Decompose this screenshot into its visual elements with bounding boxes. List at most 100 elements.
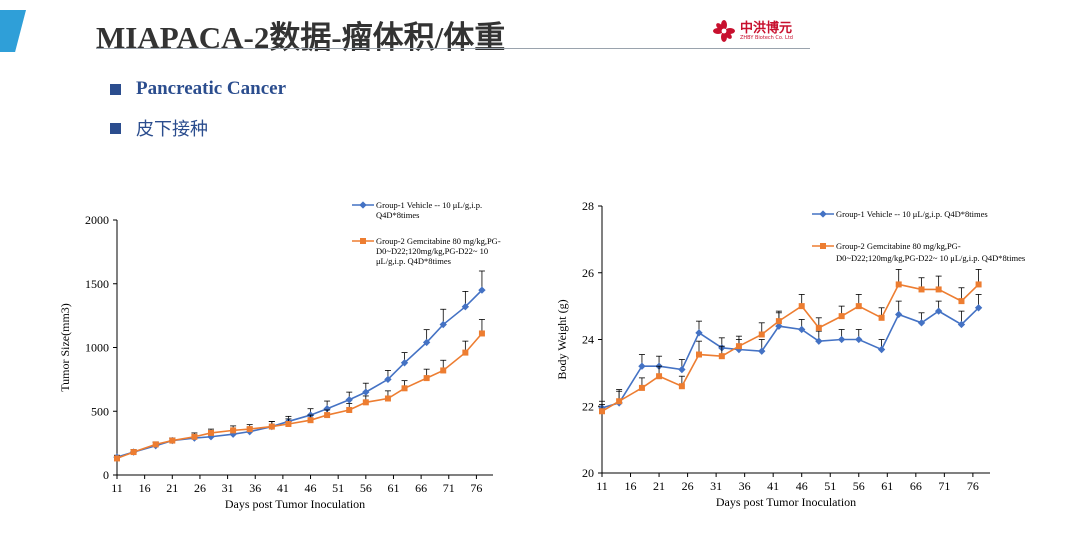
chart-1-series-0-point — [837, 335, 846, 344]
chart-1-y-tick-label: 22 — [582, 399, 594, 413]
chart-1-x-tick-label: 41 — [767, 479, 779, 493]
chart-0-series-0-legend-label: Q4D*8times — [376, 210, 419, 220]
company-logo: 中洪博元 ZHBY Biotech Co. Ltd — [712, 16, 808, 46]
chart-1-x-tick-label: 51 — [824, 479, 836, 493]
chart-1-x-tick-label: 66 — [910, 479, 922, 493]
chart-0-series-1-point — [384, 395, 391, 402]
chart-1-series-1-point — [838, 313, 845, 320]
chart-0-series-0-point — [439, 320, 447, 329]
chart-0-series-1-line — [116, 332, 483, 460]
chart-0-series-1-point — [324, 412, 331, 419]
chart-0-series-1-legend-marker — [360, 238, 366, 244]
chart-1-series-1-point — [775, 318, 782, 325]
chart-0-y-tick-label: 1500 — [85, 277, 109, 291]
chart-0-series-1-point — [423, 375, 430, 382]
chart-1-x-tick-label: 16 — [625, 479, 637, 493]
bullet-label: Pancreatic Cancer — [136, 78, 287, 99]
chart-1-series-1-point — [975, 281, 982, 288]
chart-1-series-1-point — [815, 324, 822, 331]
chart-1-series-1-point — [616, 398, 623, 405]
chart-0-x-tick-label: 41 — [277, 481, 289, 495]
chart-0-series-1-point — [130, 449, 137, 456]
chart-1-x-tick-label: 46 — [796, 479, 808, 493]
chart-1-series-1-point — [599, 408, 605, 415]
chart-0-x-tick-label: 61 — [387, 481, 399, 495]
chart-1-series-1-point — [718, 353, 725, 360]
chart-1-series-1-point — [918, 286, 925, 293]
chart-0-x-axis-label: Days post Tumor Inoculation — [225, 497, 365, 511]
chart-0-series-0-legend-label: Group-1 Vehicle -- 10 μL/g,i.p. — [376, 200, 482, 210]
chart-1-series-1-point — [935, 286, 942, 293]
chart-1-series-0-point — [855, 335, 863, 344]
chart-0-series-1-point — [346, 406, 353, 413]
chart-0-series-1-point — [362, 399, 369, 406]
chart-1-series-1-line — [601, 283, 980, 412]
flower-logo-icon — [713, 20, 735, 42]
chart-1-series-0-point — [877, 345, 886, 354]
chart-1-series-1-legend-label: Group-2 Gemcitabine 80 mg/kg,PG- — [836, 241, 961, 251]
title-divider — [96, 48, 810, 49]
chart-0-series-1-point — [208, 429, 214, 436]
chart-0-series-0-legend-marker — [359, 201, 367, 209]
page-title: MIAPACA-2数据-瘤体积/体重 — [96, 20, 506, 55]
chart-1-series-1-point — [735, 343, 742, 350]
chart-0-y-tick-label: 500 — [91, 404, 109, 418]
chart-0-series-1-legend-label: μL/g,i.p. Q4D*8times — [376, 256, 451, 266]
chart-0-series-0-point — [461, 303, 470, 311]
chart-1-series-0-point — [638, 362, 646, 370]
chart-1-x-tick-label: 26 — [682, 479, 694, 493]
chart-0-x-tick-label: 66 — [415, 481, 427, 495]
chart-1-x-tick-label: 36 — [739, 479, 751, 493]
chart-0-series-0-point — [345, 396, 353, 404]
chart-1-x-tick-label: 11 — [596, 479, 608, 493]
chart-1-series-1-point — [696, 351, 702, 358]
chart-1-series-1-legend-label: D0~D22;120mg/kg,PG-D22~ 10 μL/g,i.p. Q4D… — [836, 253, 1025, 263]
chart-1-series-1-point — [855, 303, 862, 310]
chart-0-x-tick-label: 36 — [249, 481, 261, 495]
chart-1-series-0-legend-marker — [819, 210, 827, 218]
chart-0-series-1-point — [230, 427, 237, 434]
chart-1-x-tick-label: 76 — [967, 479, 979, 493]
chart-1-series-0-point — [895, 310, 903, 319]
chart-0-series-1-point — [462, 349, 469, 356]
chart-1-series-1-point — [758, 331, 765, 338]
chart-1-series-0-point — [678, 365, 686, 374]
chart-0-series-1-point — [114, 455, 120, 462]
logo-text: 中洪博元 — [740, 21, 793, 36]
chart-1-x-tick-label: 56 — [853, 479, 865, 493]
bullet-pancreatic-cancer: Pancreatic Cancer — [110, 78, 286, 100]
chart-0-x-tick-label: 11 — [111, 481, 123, 495]
chart-1-y-axis-label: Body Weight (g) — [555, 299, 569, 379]
chart-0-series-0-point — [422, 338, 431, 347]
chart-0-x-tick-label: 46 — [305, 481, 317, 495]
chart-1-series-1-point — [895, 281, 902, 288]
chart-1-series-1-point — [638, 384, 645, 391]
chart-0-y-axis-label: Tumor Size(mm3) — [58, 303, 72, 392]
chart-0-series-0-point — [384, 375, 392, 384]
chart-0-x-tick-label: 71 — [443, 481, 455, 495]
chart-1-y-tick-label: 20 — [582, 466, 594, 480]
chart-1-series-1-point — [656, 373, 663, 380]
chart-0-x-tick-label: 76 — [470, 481, 482, 495]
chart-0-series-0-point — [323, 405, 331, 413]
chart-1-y-tick-label: 24 — [582, 333, 594, 347]
chart-0-series-0-point — [478, 286, 486, 294]
chart-0-series-0-point — [400, 359, 409, 367]
chart-0-series-1-point — [191, 433, 198, 440]
chart-0-series-1-point — [478, 330, 485, 337]
chart-0-x-tick-label: 16 — [139, 481, 151, 495]
chart-1-series-0-line — [601, 307, 980, 409]
logo-subtext: ZHBY Biotech Co. Ltd — [740, 35, 793, 41]
chart-0-y-tick-label: 1000 — [85, 341, 109, 355]
bullet-square-icon — [110, 122, 121, 134]
chart-0-series-1-point — [169, 437, 176, 444]
chart-1-series-0-legend-label: Group-1 Vehicle -- 10 μL/g,i.p. Q4D*8tim… — [836, 209, 988, 219]
chart-1-x-tick-label: 61 — [881, 479, 893, 493]
bullet-subcutaneous: 皮下接种 — [110, 115, 208, 141]
chart-0-series-0-line — [116, 289, 483, 458]
chart-1-y-tick-label: 26 — [582, 266, 594, 280]
chart-0-x-tick-label: 56 — [360, 481, 372, 495]
chart-1-x-tick-label: 31 — [710, 479, 722, 493]
chart-0-y-tick-label: 0 — [103, 468, 109, 482]
